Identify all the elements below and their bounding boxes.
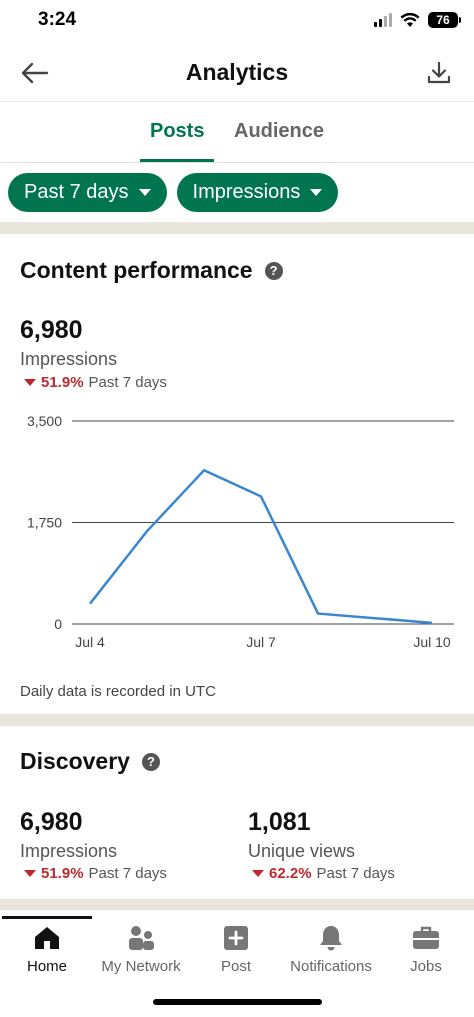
unique-views-label: Unique views (248, 841, 356, 861)
analytics-tabs: Posts Audience (0, 102, 474, 163)
metric-label: Impressions (192, 181, 301, 203)
content-performance-heading: Content performance ? (20, 257, 283, 284)
signal-icon (374, 13, 392, 27)
x-tick-label: Jul 10 (413, 634, 451, 650)
help-icon[interactable]: ? (264, 261, 283, 280)
change-percent: 62.2% (269, 865, 312, 882)
active-nav-indicator (2, 916, 92, 919)
section-divider (0, 714, 474, 726)
y-tick-label: 3,500 (27, 413, 62, 429)
chart-note: Daily data is recorded in UTC (20, 683, 216, 700)
active-tab-indicator (140, 159, 214, 162)
post-icon (224, 926, 248, 950)
trend-down-icon (252, 870, 264, 877)
trend-down-icon (24, 379, 36, 386)
series-line (89, 469, 433, 625)
change-percent: 51.9% (41, 865, 84, 882)
status-icons: 76 (374, 10, 461, 30)
filter-bar: Past 7 days Impressions (8, 173, 339, 212)
header: Analytics (0, 44, 474, 102)
status-time: 3:24 (38, 9, 77, 30)
briefcase-icon (413, 926, 439, 949)
download-button[interactable] (424, 58, 454, 88)
change-period: Past 7 days (316, 865, 395, 882)
home-indicator (153, 999, 322, 1005)
nav-label: Home (26, 958, 67, 975)
unique-views-change: 62.2% Past 7 days (252, 865, 395, 882)
date-range-label: Past 7 days (24, 181, 129, 203)
battery-icon: 76 (428, 12, 461, 28)
y-tick-label: 0 (54, 616, 62, 632)
my-network-icon (129, 926, 154, 950)
page-title: Analytics (185, 59, 289, 85)
section-divider (0, 899, 474, 909)
metric-filter[interactable]: Impressions (176, 173, 339, 212)
back-button[interactable] (16, 58, 52, 88)
discovery-heading: Discovery ? (20, 748, 160, 775)
x-tick-label: Jul 7 (246, 634, 276, 650)
impressions-line-chart: 3,500 1,750 0 Jul 4 Jul 7 Jul 10 (27, 413, 454, 650)
bottom-nav: Home My Network Post Notifications Jobs (0, 909, 474, 1017)
impressions-label: Impressions (20, 349, 118, 369)
section-divider (0, 222, 474, 234)
content-performance-title: Content performance (20, 257, 253, 283)
arrow-left-icon (21, 62, 49, 84)
help-icon[interactable]: ? (141, 752, 160, 771)
download-icon (427, 61, 451, 84)
nav-post[interactable]: Post (189, 924, 283, 975)
nav-home[interactable]: Home (0, 924, 94, 975)
tab-audience[interactable]: Audience (234, 120, 325, 142)
discovery-impressions-change: 51.9% Past 7 days (24, 865, 167, 882)
nav-notifications[interactable]: Notifications (284, 924, 378, 975)
impressions-value: 6,980 (20, 316, 83, 344)
x-tick-label: Jul 4 (75, 634, 105, 650)
nav-label: Jobs (410, 958, 442, 975)
change-period: Past 7 days (88, 374, 167, 391)
impressions-change: 51.9% Past 7 days (24, 374, 167, 391)
date-range-filter[interactable]: Past 7 days (8, 173, 167, 212)
wifi-icon (400, 12, 420, 27)
unique-views-value: 1,081 (248, 808, 311, 836)
caret-down-icon (138, 189, 151, 196)
discovery-title: Discovery (20, 748, 130, 774)
home-icon (35, 927, 59, 949)
change-period: Past 7 days (88, 865, 167, 882)
change-percent: 51.9% (41, 374, 84, 391)
nav-jobs[interactable]: Jobs (379, 924, 473, 975)
discovery-impressions-label: Impressions (20, 841, 118, 861)
status-bar: 3:24 76 (0, 0, 474, 44)
nav-label: Notifications (290, 958, 372, 975)
nav-my-network[interactable]: My Network (94, 924, 188, 975)
y-tick-label: 1,750 (27, 515, 62, 531)
nav-label: Post (220, 958, 251, 975)
caret-down-icon (310, 189, 323, 196)
nav-label: My Network (101, 958, 181, 975)
discovery-impressions-value: 6,980 (20, 808, 83, 836)
bell-icon (320, 926, 342, 951)
trend-down-icon (24, 870, 36, 877)
tab-posts[interactable]: Posts (150, 120, 205, 142)
